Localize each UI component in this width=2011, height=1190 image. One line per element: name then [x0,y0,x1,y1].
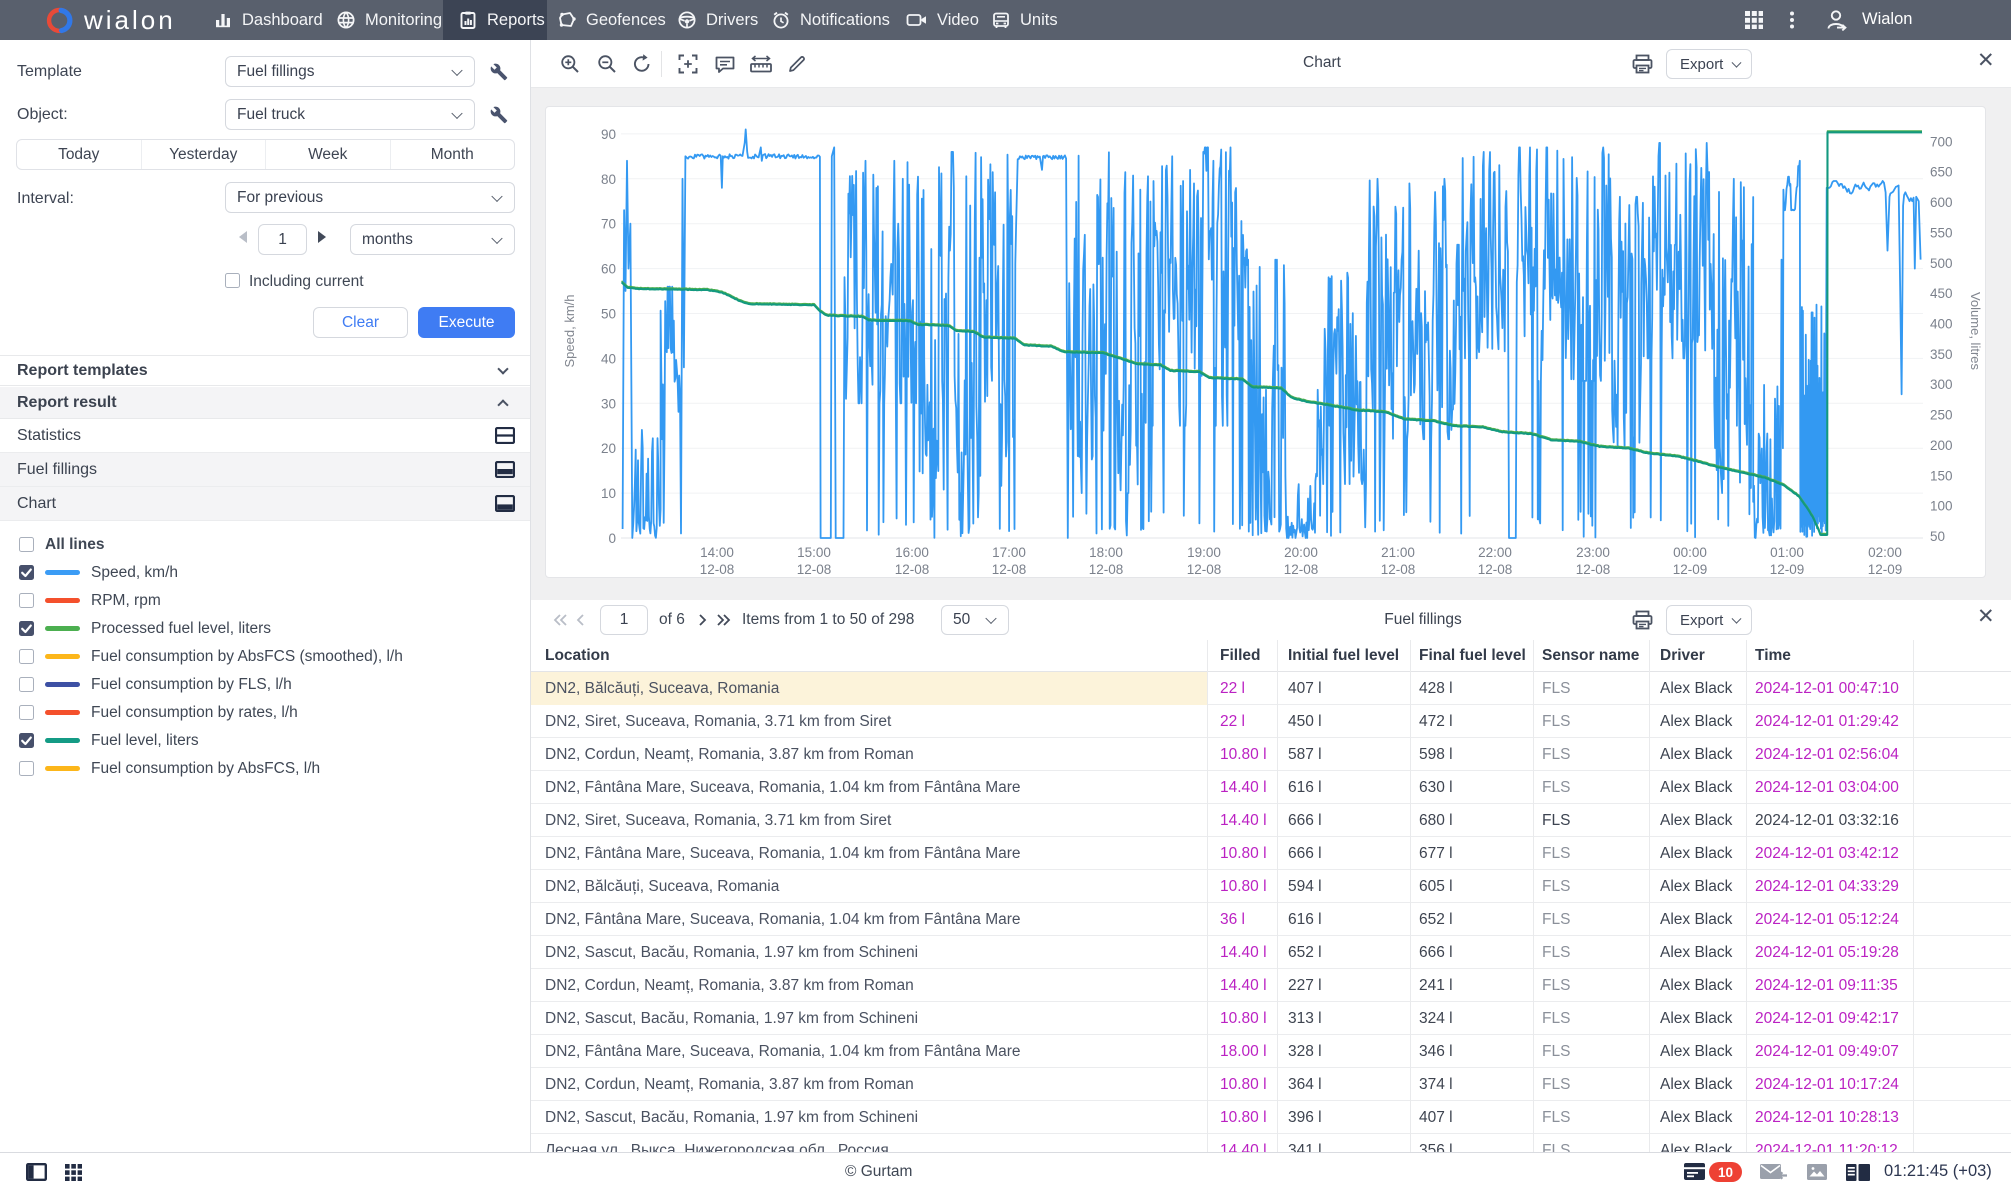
svg-text:50: 50 [1930,529,1945,544]
svg-text:0: 0 [608,531,616,546]
svg-text:600: 600 [1930,195,1953,210]
svg-text:450: 450 [1930,286,1953,301]
svg-text:19:00: 19:00 [1187,545,1221,560]
svg-text:150: 150 [1930,468,1953,483]
svg-text:700: 700 [1930,134,1953,149]
svg-text:01:00: 01:00 [1770,545,1804,560]
svg-text:12-08: 12-08 [1576,562,1611,577]
svg-text:16:00: 16:00 [895,545,929,560]
svg-text:200: 200 [1930,438,1953,453]
svg-text:650: 650 [1930,165,1953,180]
svg-text:10: 10 [601,486,616,501]
svg-text:100: 100 [1930,499,1953,514]
svg-text:70: 70 [601,217,616,232]
svg-text:22:00: 22:00 [1478,545,1512,560]
svg-text:400: 400 [1930,317,1953,332]
svg-text:17:00: 17:00 [992,545,1026,560]
svg-text:12-08: 12-08 [700,562,735,577]
svg-text:Volume, litres: Volume, litres [1968,292,1983,371]
svg-text:18:00: 18:00 [1089,545,1123,560]
svg-text:15:00: 15:00 [797,545,831,560]
svg-text:20: 20 [601,441,616,456]
svg-text:21:00: 21:00 [1381,545,1415,560]
svg-text:12-09: 12-09 [1868,562,1903,577]
svg-text:50: 50 [601,307,616,322]
svg-text:23:00: 23:00 [1576,545,1610,560]
svg-text:90: 90 [601,127,616,142]
svg-text:500: 500 [1930,256,1953,271]
svg-text:12-08: 12-08 [797,562,832,577]
svg-text:350: 350 [1930,347,1953,362]
svg-text:550: 550 [1930,225,1953,240]
svg-text:Speed, km/h: Speed, km/h [562,295,577,368]
svg-text:12-08: 12-08 [1284,562,1319,577]
svg-text:12-09: 12-09 [1673,562,1708,577]
svg-text:12-08: 12-08 [1089,562,1124,577]
svg-text:20:00: 20:00 [1284,545,1318,560]
svg-text:30: 30 [601,396,616,411]
svg-text:12-09: 12-09 [1770,562,1805,577]
svg-text:60: 60 [601,262,616,277]
svg-text:12-08: 12-08 [992,562,1027,577]
svg-text:12-08: 12-08 [1187,562,1222,577]
svg-text:40: 40 [601,351,616,366]
svg-text:12-08: 12-08 [895,562,930,577]
svg-text:00:00: 00:00 [1673,545,1707,560]
svg-text:80: 80 [601,172,616,187]
svg-text:14:00: 14:00 [700,545,734,560]
svg-text:12-08: 12-08 [1478,562,1513,577]
svg-text:250: 250 [1930,408,1953,423]
svg-text:02:00: 02:00 [1868,545,1902,560]
svg-text:12-08: 12-08 [1381,562,1416,577]
svg-text:300: 300 [1930,377,1953,392]
